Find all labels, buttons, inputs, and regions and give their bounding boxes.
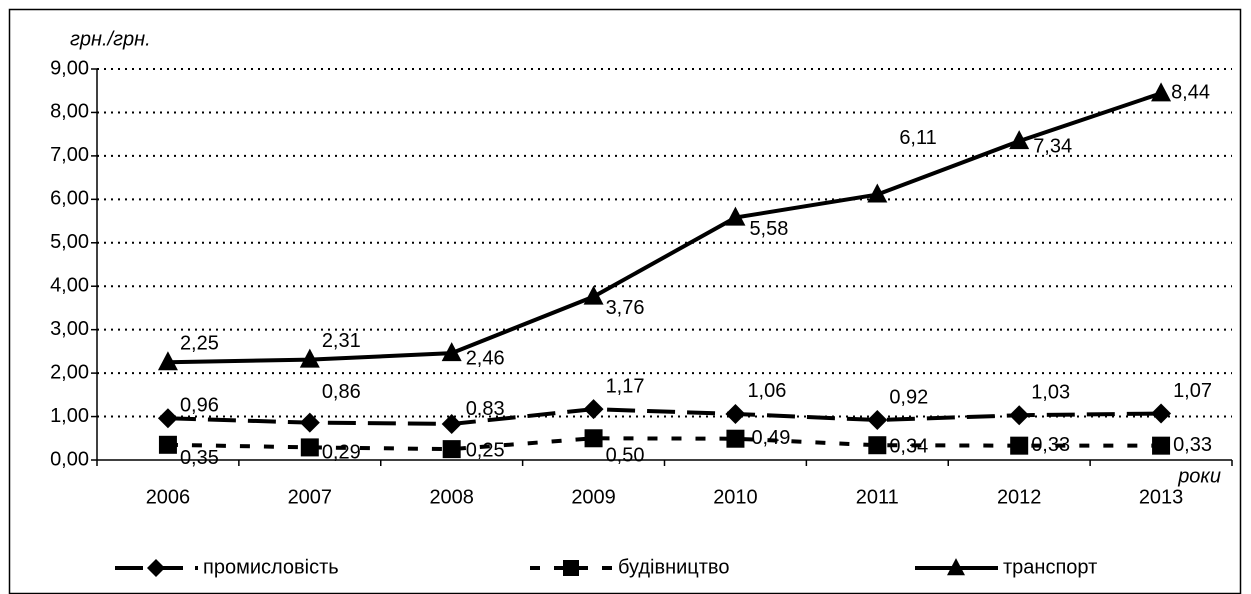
x-axis-title: роки [1177,465,1221,487]
y-tick-label: 8,00 [50,101,89,123]
data-point [583,285,604,305]
data-point [583,399,604,420]
data-label: 0,49 [751,427,790,449]
legend-label: промисловість [203,556,339,578]
y-tick-label: 4,00 [50,275,89,297]
data-label: 0,25 [466,439,505,461]
data-label: 1,06 [747,380,786,402]
data-label: 1,03 [1031,382,1070,404]
chart-border [8,8,1242,594]
data-point [157,408,178,429]
y-axis-title: грн./грн. [70,28,151,50]
data-point [1010,436,1029,455]
data-point [442,440,461,459]
data-point [1009,130,1030,150]
legend-marker [147,559,165,577]
x-tick-label: 2012 [997,486,1042,508]
y-tick-label: 1,00 [50,405,89,427]
data-label: 0,29 [322,442,361,464]
x-tick-label: 2013 [1139,486,1184,508]
data-label: 0,96 [180,395,219,417]
y-tick-label: 6,00 [50,188,89,210]
data-point [726,429,745,448]
legend-marker [947,558,965,576]
x-tick-label: 2007 [288,486,333,508]
data-label: 7,34 [1033,135,1072,157]
data-label: 2,25 [180,333,219,355]
data-point [1152,436,1171,455]
data-label: 3,76 [606,297,645,319]
x-tick-label: 2010 [713,486,758,508]
data-label: 8,44 [1171,82,1210,104]
data-point [1151,82,1172,102]
data-label: 2,46 [466,347,505,369]
series-line [167,91,1162,365]
data-point [158,435,177,454]
legend-label: транспорт [1003,556,1097,578]
x-tick-label: 2006 [146,486,191,508]
data-point [867,410,888,431]
data-label: 1,07 [1173,380,1212,402]
data-point [867,183,888,203]
data-point [584,429,603,448]
data-point [725,206,746,226]
y-tick-label: 2,00 [50,361,89,383]
data-label: 0,35 [180,447,219,469]
y-tick-label: 5,00 [50,231,89,253]
y-tick-label: 0,00 [50,448,89,470]
data-point [725,403,746,424]
data-point [1151,403,1172,424]
data-point [157,351,178,371]
data-label: 5,58 [749,218,788,240]
legend-label: будівництво [618,556,729,578]
data-point [868,436,887,455]
data-label: 6,11 [899,127,936,149]
data-point [299,412,320,433]
data-label: 0,33 [1031,434,1070,456]
y-tick-label: 7,00 [50,144,89,166]
data-point [299,348,320,368]
data-point [441,342,462,362]
data-label: 0,92 [889,386,928,408]
data-point [300,438,319,457]
series-line [167,407,1162,426]
data-label: 0,34 [889,436,928,458]
x-tick-label: 2011 [856,486,899,508]
data-label: 0,50 [606,445,645,467]
legend-marker [563,560,579,576]
data-label: 1,17 [606,375,645,397]
x-tick-label: 2008 [429,486,474,508]
data-label: 0,86 [322,381,361,403]
data-label: 0,83 [466,398,505,420]
x-tick-label: 2009 [571,486,616,508]
y-tick-label: 9,00 [50,57,89,79]
data-label: 0,33 [1173,434,1212,456]
data-label: 2,31 [322,330,361,352]
y-tick-label: 3,00 [50,318,89,340]
data-point [1009,405,1030,426]
data-point [441,413,462,434]
